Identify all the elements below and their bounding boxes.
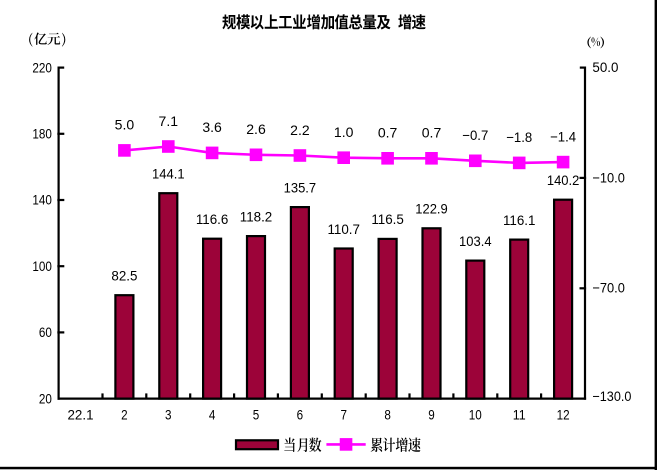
svg-text:9: 9 — [428, 406, 435, 422]
svg-text:100: 100 — [32, 258, 52, 274]
svg-text:20: 20 — [39, 390, 52, 406]
svg-text:4: 4 — [209, 406, 216, 422]
svg-text:8: 8 — [384, 406, 391, 422]
svg-text:116.6: 116.6 — [196, 211, 229, 227]
svg-text:2.6: 2.6 — [246, 121, 266, 137]
svg-text:220: 220 — [32, 59, 52, 75]
svg-text:116.5: 116.5 — [371, 211, 404, 227]
svg-text:118.2: 118.2 — [240, 208, 273, 224]
svg-text:110.7: 110.7 — [327, 221, 360, 237]
svg-text:116.1: 116.1 — [503, 212, 536, 228]
svg-text:60: 60 — [39, 324, 52, 340]
svg-text:135.7: 135.7 — [284, 179, 317, 195]
svg-text:144.1: 144.1 — [152, 166, 185, 182]
svg-text:6: 6 — [297, 406, 304, 422]
svg-text:103.4: 103.4 — [459, 233, 492, 249]
svg-text:0.7: 0.7 — [422, 125, 442, 141]
svg-text:12: 12 — [557, 406, 570, 422]
svg-text:180: 180 — [32, 126, 52, 142]
svg-text:−10.0: −10.0 — [592, 170, 625, 186]
svg-text:7.1: 7.1 — [159, 113, 179, 129]
svg-text:22.1: 22.1 — [68, 406, 94, 422]
svg-text:−0.7: −0.7 — [462, 127, 488, 143]
svg-text:50.0: 50.0 — [592, 59, 618, 75]
svg-text:5.0: 5.0 — [115, 117, 135, 133]
svg-text:1.0: 1.0 — [334, 124, 354, 140]
svg-text:−70.0: −70.0 — [592, 280, 625, 296]
svg-text:5: 5 — [253, 406, 260, 422]
svg-text:10: 10 — [469, 406, 482, 422]
svg-text:−1.4: −1.4 — [550, 128, 576, 144]
svg-text:140.2: 140.2 — [547, 172, 580, 188]
svg-text:−1.8: −1.8 — [506, 129, 532, 145]
svg-text:2: 2 — [121, 406, 128, 422]
svg-text:−130.0: −130.0 — [592, 388, 631, 404]
svg-text:2.2: 2.2 — [290, 122, 310, 138]
svg-text:0.7: 0.7 — [378, 125, 398, 141]
svg-text:11: 11 — [513, 406, 526, 422]
svg-text:7: 7 — [340, 406, 347, 422]
svg-text:122.9: 122.9 — [415, 201, 448, 217]
svg-text:140: 140 — [32, 192, 52, 208]
svg-text:82.5: 82.5 — [111, 268, 137, 284]
svg-text:3.6: 3.6 — [202, 119, 222, 135]
svg-text:3: 3 — [165, 406, 172, 422]
